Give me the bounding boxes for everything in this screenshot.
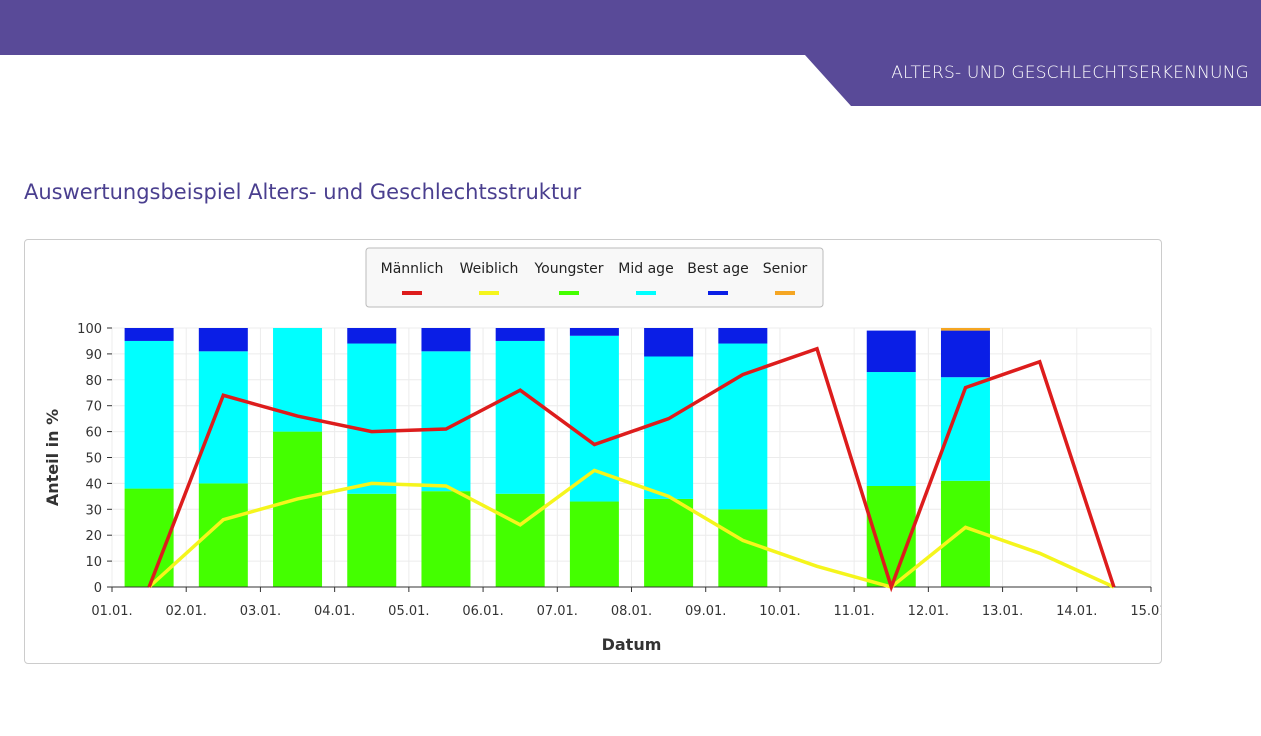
bar-mid-age bbox=[644, 356, 694, 499]
bar-mid-age bbox=[495, 340, 545, 494]
chart-svg: 0 10 20 30 40 50 60 70 80 90 100 01.01. 02.01. 03.01.… bbox=[43, 247, 1162, 654]
y-tick-label: 100 bbox=[77, 322, 102, 337]
bar-senior bbox=[940, 328, 990, 331]
bar-mid-age bbox=[718, 343, 768, 510]
bar-best-age bbox=[940, 330, 990, 378]
bar-youngster bbox=[644, 498, 694, 587]
chart-container: 0 10 20 30 40 50 60 70 80 90 100 01.01. 02.01. 03.01.… bbox=[24, 239, 1162, 664]
bar-youngster bbox=[347, 493, 397, 587]
y-tick-label: 80 bbox=[85, 374, 102, 389]
header-bar bbox=[0, 0, 1261, 55]
x-tick-label: 08.01. bbox=[611, 604, 652, 619]
x-tick-label: 07.01. bbox=[537, 604, 578, 619]
y-tick-label: 30 bbox=[85, 503, 102, 518]
legend-label: Männlich bbox=[381, 261, 444, 277]
bar-best-age bbox=[124, 328, 174, 341]
x-tick-label: 01.01. bbox=[91, 604, 132, 619]
bar-best-age bbox=[198, 328, 248, 352]
x-tick-label: 04.01. bbox=[314, 604, 355, 619]
bar-best-age bbox=[718, 328, 768, 344]
x-tick-label: 09.01. bbox=[685, 604, 726, 619]
bar-mid-age bbox=[347, 343, 397, 494]
bar-mid-age bbox=[866, 372, 916, 486]
line-weiblich bbox=[147, 468, 1115, 589]
y-tick-label: 60 bbox=[85, 426, 102, 441]
legend-box bbox=[365, 247, 824, 308]
bar-best-age bbox=[569, 328, 619, 336]
y-tick-label: 10 bbox=[85, 555, 102, 570]
x-tick-label: 13.01. bbox=[982, 604, 1023, 619]
section-banner: ALTERS- UND GESCHLECHTSERKENNUNG bbox=[805, 55, 1261, 106]
bar-mid-age bbox=[569, 335, 619, 502]
x-tick-label: 05.01. bbox=[388, 604, 429, 619]
bar-youngster bbox=[273, 431, 323, 587]
y-tick-label: 40 bbox=[85, 477, 102, 492]
bar-youngster bbox=[718, 509, 768, 587]
y-tick-label: 90 bbox=[85, 348, 102, 363]
y-tick-label: 50 bbox=[85, 452, 102, 467]
y-axis-label: Anteil in % bbox=[43, 409, 62, 506]
bar-best-age bbox=[866, 330, 916, 373]
x-tick-label: 11.01. bbox=[833, 604, 874, 619]
banner-title: ALTERS- UND GESCHLECHTSERKENNUNG bbox=[891, 63, 1249, 83]
legend-label: Weiblich bbox=[460, 261, 519, 277]
bar-best-age bbox=[421, 328, 471, 352]
y-tick-label: 70 bbox=[85, 400, 102, 415]
x-tick-label: 02.01. bbox=[166, 604, 207, 619]
legend-label: Mid age bbox=[618, 261, 673, 277]
x-tick-label: 12.01. bbox=[908, 604, 949, 619]
y-tick-label: 20 bbox=[85, 529, 102, 544]
bar-best-age bbox=[347, 328, 397, 344]
bar-best-age bbox=[495, 328, 545, 341]
bar-youngster bbox=[421, 491, 471, 587]
bar-mid-age bbox=[198, 351, 248, 484]
bar-youngster bbox=[569, 501, 619, 587]
x-tick-label: 03.01. bbox=[240, 604, 281, 619]
x-tick-label: 06.01. bbox=[462, 604, 503, 619]
x-tick-label: 14.01. bbox=[1056, 604, 1097, 619]
legend-label: Youngster bbox=[533, 261, 603, 277]
x-tick-label: 10.01. bbox=[759, 604, 800, 619]
legend-label: Best age bbox=[687, 261, 749, 277]
bar-youngster bbox=[495, 493, 545, 587]
y-tick-label: 0 bbox=[94, 581, 102, 596]
page-title: Auswertungsbeispiel Alters- und Geschlec… bbox=[24, 180, 582, 204]
line-männlich bbox=[147, 346, 1116, 593]
bar-best-age bbox=[644, 328, 694, 357]
bar-mid-age bbox=[124, 340, 174, 489]
x-tick-label: 15.01. bbox=[1130, 604, 1162, 619]
legend-label: Senior bbox=[763, 261, 808, 277]
x-axis-label: Datum bbox=[602, 635, 662, 654]
